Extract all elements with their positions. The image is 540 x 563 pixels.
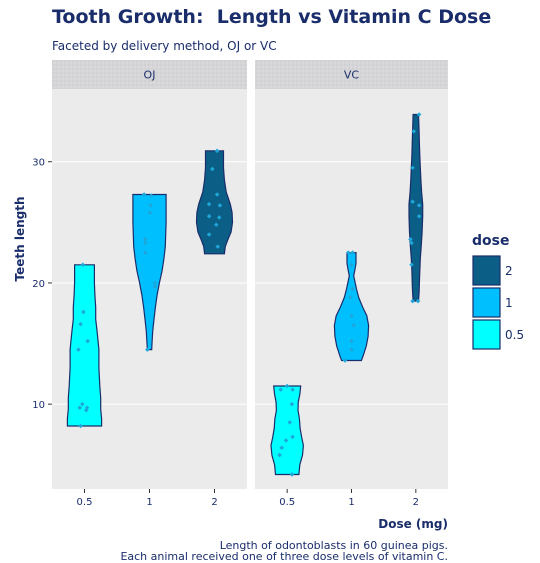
data-point-vc-1-6 <box>350 286 355 292</box>
data-point-vc-0.5-1 <box>277 452 282 458</box>
data-point-vc-0.5-4 <box>290 434 295 440</box>
y-axis-label: Teeth length <box>13 197 27 282</box>
data-point-vc-2-3 <box>409 240 414 246</box>
legend-label-2: 2 <box>505 264 513 278</box>
x-tick-label-oj-1: 1 <box>146 497 152 508</box>
violin-vc-dose-0.5 <box>270 385 305 476</box>
data-point-oj-0.5-5 <box>76 347 81 352</box>
y-tick-label-10: 10 <box>32 400 45 411</box>
data-point-vc-1-2 <box>349 338 354 344</box>
legend-key-2 <box>472 255 501 286</box>
data-point-vc-0.5-5 <box>287 420 293 425</box>
facet-strip-vc <box>255 60 448 89</box>
caption-line-1: Length of odontoblasts in 60 guinea pigs… <box>219 539 448 552</box>
legend-title: dose <box>472 233 509 249</box>
data-point-vc-2-0 <box>410 298 415 304</box>
facet-label-vc: VC <box>344 69 360 82</box>
data-point-vc-1-0 <box>342 358 348 363</box>
data-point-vc-1-9 <box>350 250 355 255</box>
data-point-vc-0.5-2 <box>279 445 285 451</box>
data-point-vc-1-4 <box>349 313 354 318</box>
y-tick-label-30: 30 <box>32 158 45 169</box>
legend-label-1: 1 <box>505 296 513 310</box>
data-point-vc-2-8 <box>410 165 415 171</box>
data-point-vc-1-1 <box>349 347 354 352</box>
chart-title: Tooth Growth: Length vs Vitamin C Dose <box>52 6 492 28</box>
legend-label-0.5: 0.5 <box>505 328 524 342</box>
data-point-vc-1-5 <box>348 295 353 300</box>
chart-subtitle: Faceted by delivery method, OJ or VC <box>52 39 277 53</box>
violin-oj-dose-0.5 <box>66 264 103 427</box>
x-tick-label-vc-1: 1 <box>348 497 354 508</box>
data-point-vc-0.5-7 <box>290 387 295 392</box>
data-point-vc-2-5 <box>416 214 422 219</box>
data-point-vc-2-4 <box>408 237 413 242</box>
x-axis-label: Dose (mg) <box>378 517 448 531</box>
data-point-vc-0.5-8 <box>278 387 283 392</box>
x-tick-label-vc-0.5: 0.5 <box>279 497 295 508</box>
legend-key-1 <box>472 287 501 318</box>
data-point-vc-0.5-3 <box>283 438 289 443</box>
facet-strip-oj <box>52 60 247 89</box>
data-point-vc-1-3 <box>351 323 356 328</box>
x-tick-label-oj-0.5: 0.5 <box>77 497 93 508</box>
data-point-vc-0.5-0 <box>289 472 295 477</box>
data-point-vc-1-7 <box>349 262 354 268</box>
data-point-vc-0.5-9 <box>284 383 290 389</box>
legend-key-0.5 <box>472 319 501 350</box>
violin-oj-dose-2 <box>195 150 234 255</box>
data-point-vc-0.5-6 <box>289 401 295 407</box>
data-point-oj-0.5-9 <box>80 262 86 268</box>
data-point-vc-2-6 <box>410 199 415 204</box>
x-tick-label-vc-2: 2 <box>413 497 419 508</box>
data-point-vc-2-7 <box>416 203 422 208</box>
caption-line-2: Each animal received one of three dose l… <box>120 550 448 563</box>
x-tick-label-oj-2: 2 <box>211 497 217 508</box>
violin-vc-dose-2 <box>408 113 424 302</box>
data-point-vc-2-1 <box>415 298 421 304</box>
data-point-oj-0.5-4 <box>84 405 90 411</box>
data-point-vc-2-9 <box>411 129 416 134</box>
data-point-vc-2-2 <box>409 262 414 268</box>
violin-oj-dose-1 <box>132 193 167 351</box>
y-tick-label-20: 20 <box>32 279 45 290</box>
facet-label-oj: OJ <box>144 69 156 82</box>
